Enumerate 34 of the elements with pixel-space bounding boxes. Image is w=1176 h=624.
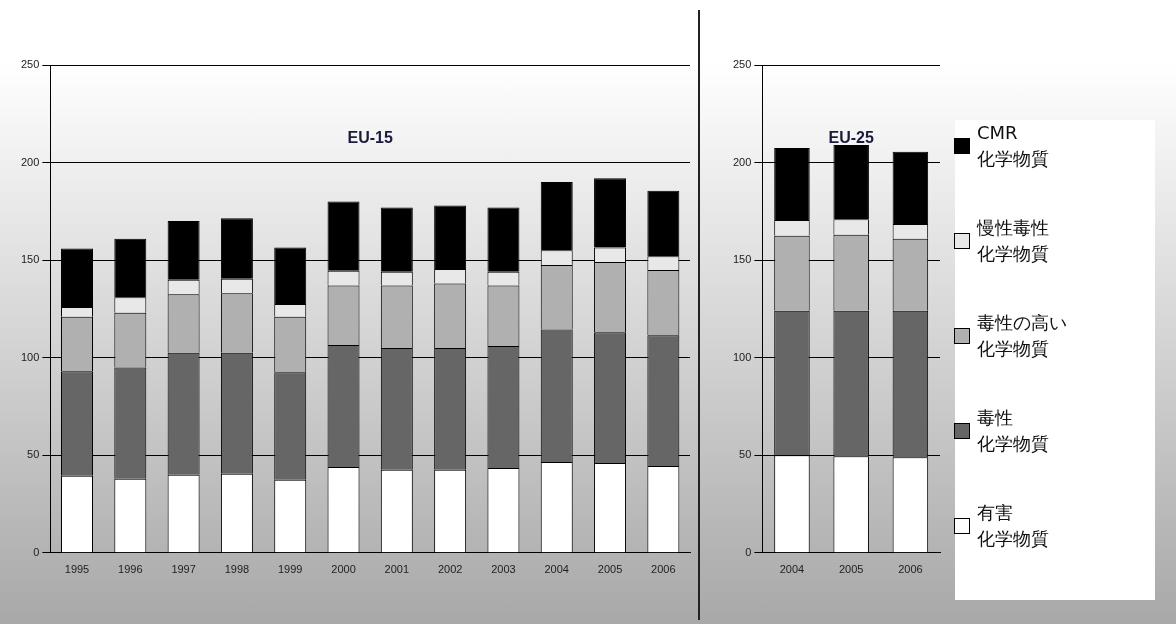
- x-tick-label: 1995: [64, 563, 90, 576]
- y-tick-label: 0: [745, 545, 752, 558]
- y-tick-label: 150: [732, 253, 752, 266]
- y-tick-label: 200: [732, 155, 752, 168]
- y-tick-label: 100: [20, 350, 40, 363]
- y-tick-label: 100: [732, 350, 752, 363]
- x-tick-label: 1997: [171, 563, 196, 576]
- legend-label: 毒性の高い化学物質: [977, 311, 1067, 361]
- x-tick-label: 2004: [544, 563, 569, 576]
- x-tick-label: 2006: [651, 563, 676, 576]
- x-tick-label: 2003: [491, 563, 516, 576]
- x-tick-label: 2002: [437, 563, 463, 576]
- y-tick-label: 200: [20, 155, 40, 168]
- x-tick-label: 2005: [838, 563, 864, 576]
- x-tick-label: 1996: [118, 563, 143, 576]
- x-tick-label: 2006: [898, 563, 923, 576]
- x-tick-label: 2000: [331, 563, 356, 576]
- legend-label: 毒性化学物質: [977, 406, 1049, 456]
- text: EU-25: [828, 128, 874, 146]
- y-tick-label: 50: [27, 448, 40, 461]
- legend-label: 慢性毒性化学物質: [977, 216, 1049, 266]
- x-tick-label: 1998: [224, 563, 250, 576]
- y-tick-label: 50: [739, 448, 752, 461]
- y-tick-label: 250: [20, 58, 40, 71]
- y-tick-label: 0: [33, 545, 40, 558]
- y-tick-label: 150: [20, 253, 40, 266]
- text: EU-15: [347, 128, 393, 146]
- text: 有害化学物質: [977, 501, 1049, 551]
- x-tick-label: 2005: [597, 563, 623, 576]
- y-tick-label: 250: [732, 58, 752, 71]
- x-tick-label: 2001: [384, 563, 410, 576]
- legend-label: CMR化学物質: [977, 121, 1049, 171]
- x-tick-label: 2004: [779, 563, 805, 576]
- x-tick-label: 1999: [277, 563, 303, 576]
